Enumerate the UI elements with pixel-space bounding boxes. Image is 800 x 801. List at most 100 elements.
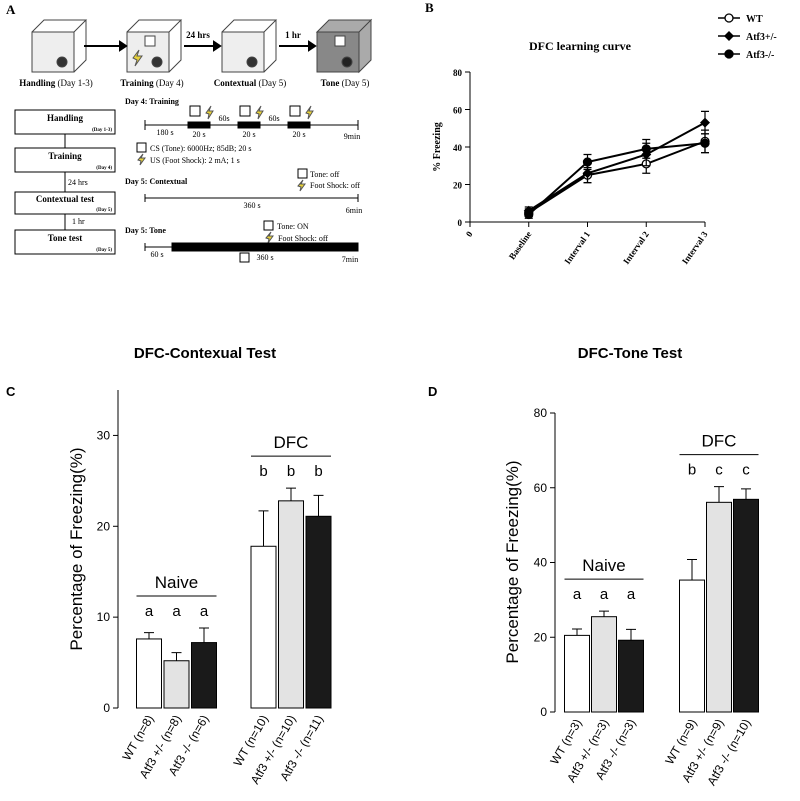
x-tick-label: Interval 3	[680, 229, 710, 266]
significance-letter: a	[573, 586, 582, 603]
timeline-label: Foot Shock: off	[278, 234, 328, 243]
bar	[618, 639, 644, 713]
legend-marker	[724, 13, 734, 23]
timeline-label: 20 s	[242, 130, 255, 139]
timeline-label: 360 s	[256, 253, 273, 262]
group-label: DFC	[702, 432, 737, 451]
y-tick-label: 60	[534, 481, 548, 495]
marker	[524, 209, 534, 220]
legend-label: Atf3+/-	[746, 32, 777, 43]
marker	[700, 138, 710, 148]
group-label: DFC	[274, 433, 309, 452]
timeline-label: Tone: ON	[277, 222, 309, 231]
chart: C DFC-Contexual Test Percentage of Freezin…	[6, 345, 332, 787]
error-bar	[572, 628, 582, 636]
error-bar	[599, 610, 609, 617]
legend-text: CS (Tone): 6000Hz; 85dB; 20 s	[150, 144, 251, 153]
bar	[706, 501, 732, 713]
series-line	[528, 140, 706, 214]
flow-step: Tone test	[48, 233, 82, 243]
error-bar	[741, 488, 751, 500]
marker	[641, 144, 651, 154]
panel-label: B	[425, 0, 434, 15]
flow-day: (Day 4)	[96, 166, 112, 171]
flow-day: (Day 1-3)	[92, 128, 112, 133]
y-tick-label: 0	[103, 701, 110, 715]
stage-name: Training	[120, 78, 154, 88]
y-axis-label: Percentage of Freezing(%)	[503, 460, 522, 663]
y-tick-label: 20	[534, 630, 548, 644]
timeline-label: 7min	[342, 255, 358, 264]
error-bar	[258, 510, 269, 547]
bar	[305, 515, 332, 709]
timeline-title: Day 5: Contextual	[125, 177, 188, 186]
bar	[564, 634, 590, 713]
group-label: Naive	[582, 556, 625, 575]
chart-title: DFC-Tone Test	[578, 345, 682, 362]
stage-label: Contextual (Day 5)	[214, 78, 287, 88]
stage-label: Handling (Day 1-3)	[19, 78, 93, 88]
timeline-label: 20 s	[192, 130, 205, 139]
stage-name: Contextual	[214, 78, 257, 88]
error-bar	[286, 487, 296, 501]
stage-name: Handling	[19, 78, 56, 88]
flow-transition: 24 hrs	[68, 178, 88, 187]
y-tick-label: 20	[97, 519, 111, 533]
y-tick-label: 60	[453, 106, 463, 116]
significance-letter: a	[145, 603, 154, 620]
group-label: Naive	[155, 573, 198, 592]
y-tick-label: 40	[453, 143, 463, 153]
panel-label: D	[428, 384, 437, 399]
error-bar	[626, 628, 636, 641]
timeline-title: Day 4: Training	[125, 97, 179, 106]
bar	[733, 498, 759, 713]
y-axis-label: % Freezing	[432, 122, 443, 172]
training-timeline	[144, 105, 359, 130]
transition-label: 1 hr	[285, 30, 301, 40]
panel-label: A	[6, 2, 16, 17]
timeline-label: 180 s	[156, 128, 173, 137]
significance-letter: a	[627, 586, 636, 603]
y-tick-label: 0	[540, 705, 547, 719]
marker	[700, 117, 710, 128]
flow-step: Contextual test	[36, 194, 94, 204]
bar	[679, 579, 705, 713]
x-tick-label: Baseline	[507, 229, 534, 261]
y-tick-label: 10	[97, 610, 111, 624]
significance-letter: c	[742, 462, 750, 479]
timeline-title: Day 5: Tone	[125, 226, 166, 235]
tone-icon	[297, 168, 308, 179]
bar	[163, 660, 190, 709]
timeline-label: Tone: off	[310, 170, 340, 179]
chart-title: DFC-Contexual Test	[134, 345, 276, 362]
x-tick-label: Interval 2	[621, 229, 651, 266]
timeline-label: 60s	[218, 114, 229, 123]
stage-label: Tone (Day 5)	[321, 78, 370, 88]
arrows	[84, 40, 317, 52]
timeline-label: 9min	[344, 132, 360, 141]
tone-timeline	[144, 242, 359, 252]
transition-label: 24 hrs	[186, 30, 210, 40]
shock-icon	[137, 153, 146, 166]
y-tick-label: 0	[458, 218, 463, 228]
chart-title: DFC learning curve	[529, 39, 632, 53]
stage-day: (Day 1-3)	[58, 78, 93, 88]
flow-boxes	[14, 109, 116, 255]
legend-text: US (Foot Shock): 2 mA; 1 s	[150, 156, 240, 165]
chart: D DFC-Tone Test Percentage of Freezing(%) 0…	[428, 345, 759, 788]
shock-icon	[265, 231, 274, 244]
marker	[582, 157, 593, 167]
x-tick-label: 0	[464, 229, 475, 239]
significance-letter: b	[259, 463, 267, 480]
timeline-label: 360 s	[243, 201, 260, 210]
legend-label: Atf3-/-	[746, 50, 774, 61]
y-tick-label: 40	[534, 556, 548, 570]
legend-label: WT	[746, 14, 763, 25]
significance-letter: a	[172, 603, 181, 620]
series-line	[528, 142, 706, 216]
y-tick-label: 20	[453, 181, 463, 191]
significance-letter: c	[715, 462, 723, 479]
bar	[191, 642, 217, 709]
error-bar	[714, 486, 724, 503]
bar	[591, 616, 617, 713]
